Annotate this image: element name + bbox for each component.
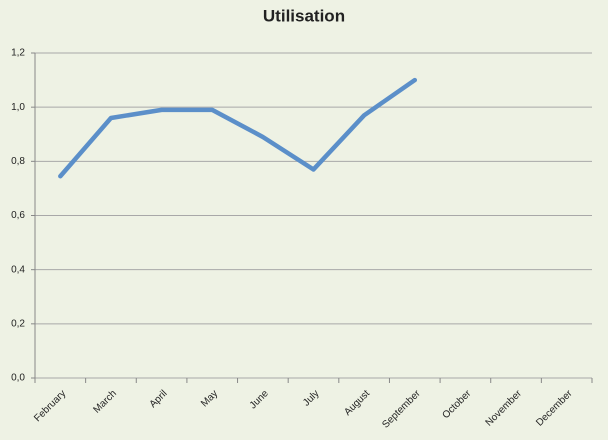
y-tick-label: 0,0 <box>11 373 25 384</box>
y-tick-label: 1,0 <box>11 102 25 113</box>
data-line <box>58 77 418 179</box>
chart-title: Utilisation <box>263 6 345 25</box>
y-tick-label: 1,2 <box>11 48 25 59</box>
y-tick-label: 0,8 <box>11 156 25 167</box>
y-tick-label: 0,6 <box>11 210 25 221</box>
y-tick-label: 0,2 <box>11 318 25 329</box>
y-tick-label: 0,4 <box>11 264 25 275</box>
